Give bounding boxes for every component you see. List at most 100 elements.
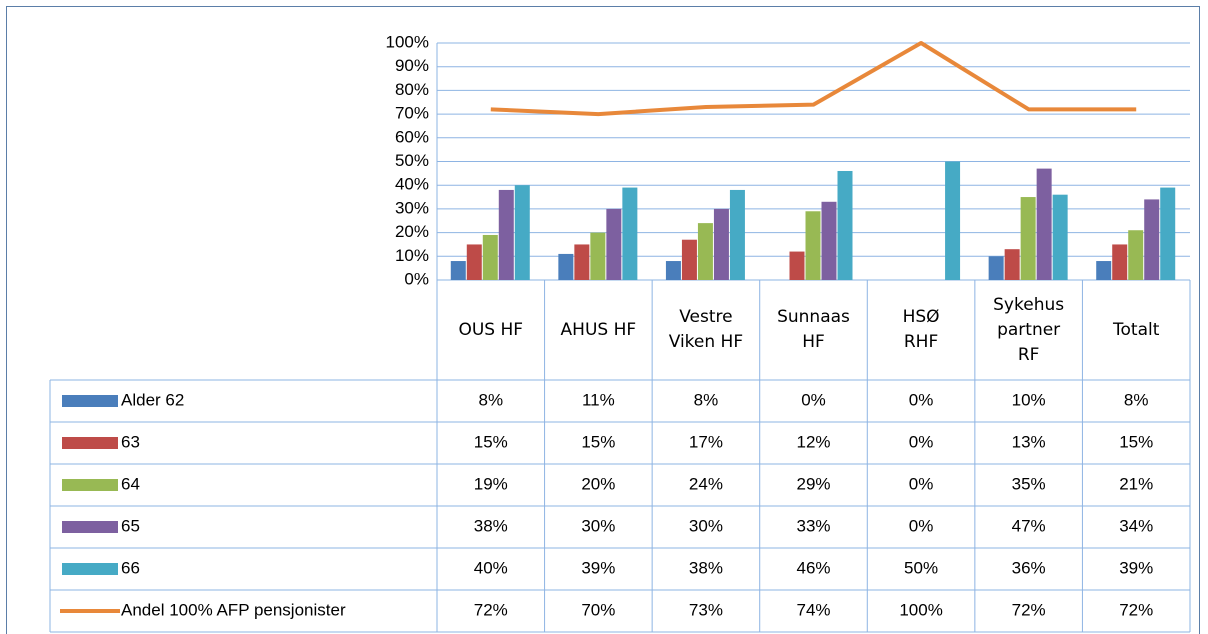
legend-label: 63 bbox=[121, 432, 140, 451]
bar bbox=[1052, 194, 1068, 280]
y-tick-label: 20% bbox=[395, 222, 429, 241]
category-cell: Vestre Viken HF bbox=[652, 280, 760, 380]
category-cell: HSØ RHF bbox=[867, 280, 975, 380]
x-tick-label: Vestre Viken HF bbox=[668, 307, 744, 352]
table-cell: 74% bbox=[796, 600, 830, 619]
bar bbox=[1128, 230, 1144, 280]
y-tick-label: 80% bbox=[395, 80, 429, 99]
bar bbox=[1004, 249, 1020, 280]
x-tick-label: AHUS HF bbox=[560, 319, 637, 340]
table-cell: 38% bbox=[474, 516, 508, 535]
category-header: Sunnaas HF bbox=[760, 280, 868, 380]
y-tick-label: 60% bbox=[395, 127, 429, 146]
category-cell: OUS HF bbox=[437, 280, 545, 380]
table-cell: 72% bbox=[1119, 600, 1153, 619]
table-cell: 24% bbox=[689, 474, 723, 493]
x-tick-label: OUS HF bbox=[458, 319, 524, 340]
legend-label: 66 bbox=[121, 558, 140, 577]
category-cell: Sunnaas HF bbox=[760, 280, 868, 380]
table-cell: 13% bbox=[1012, 432, 1046, 451]
category-header: OUS HF bbox=[437, 280, 545, 380]
table-cell: 10% bbox=[1012, 390, 1046, 409]
table-cell: 36% bbox=[1012, 558, 1046, 577]
table-cell: 30% bbox=[689, 516, 723, 535]
bar bbox=[482, 234, 498, 280]
line-series bbox=[490, 41, 1137, 117]
table-cell: 33% bbox=[796, 516, 830, 535]
table-cell: 0% bbox=[909, 516, 934, 535]
table-cell: 21% bbox=[1119, 474, 1153, 493]
table-cell: 0% bbox=[909, 390, 934, 409]
table-cell: 72% bbox=[474, 600, 508, 619]
legend-label: Alder 62 bbox=[121, 390, 184, 409]
table-cell: 100% bbox=[899, 600, 942, 619]
table-cell: 29% bbox=[796, 474, 830, 493]
y-tick-label: 90% bbox=[395, 56, 429, 75]
bar bbox=[681, 239, 697, 280]
bar bbox=[1160, 187, 1176, 280]
legend-label: Andel 100% AFP pensjonister bbox=[121, 600, 346, 619]
table-cell: 72% bbox=[1012, 600, 1046, 619]
table-cell: 39% bbox=[581, 558, 615, 577]
table-cell: 70% bbox=[581, 600, 615, 619]
legend-key bbox=[62, 521, 118, 533]
bar bbox=[665, 261, 681, 280]
bar bbox=[1112, 244, 1128, 280]
x-tick-label: Totalt bbox=[1113, 319, 1160, 340]
bar bbox=[466, 244, 482, 280]
bar bbox=[1144, 199, 1160, 280]
bar bbox=[1020, 197, 1036, 280]
bar bbox=[945, 161, 961, 280]
bar bbox=[988, 256, 1004, 280]
y-tick-label: 40% bbox=[395, 175, 429, 194]
table-cell: 46% bbox=[796, 558, 830, 577]
table-cell: 15% bbox=[474, 432, 508, 451]
table-cell: 0% bbox=[909, 474, 934, 493]
table-cell: 0% bbox=[909, 432, 934, 451]
category-header: Vestre Viken HF bbox=[652, 280, 760, 380]
table-cell: 40% bbox=[474, 558, 508, 577]
table-cell: 11% bbox=[582, 390, 615, 409]
table-cell: 8% bbox=[1124, 390, 1149, 409]
table-cell: 19% bbox=[474, 474, 508, 493]
bar bbox=[821, 201, 837, 280]
bar bbox=[1096, 261, 1112, 280]
table-cell: 50% bbox=[904, 558, 938, 577]
bar bbox=[837, 170, 853, 280]
y-tick-label: 100% bbox=[386, 32, 429, 51]
y-tick-label: 50% bbox=[395, 151, 429, 170]
legend-label: 64 bbox=[121, 474, 140, 493]
legend-key bbox=[62, 563, 118, 575]
category-cell: Totalt bbox=[1082, 280, 1190, 380]
bar bbox=[1036, 168, 1052, 280]
table-cell: 73% bbox=[689, 600, 723, 619]
legend-key bbox=[62, 395, 118, 407]
bar bbox=[713, 208, 729, 280]
bar bbox=[558, 253, 574, 280]
bar bbox=[450, 261, 466, 280]
table-cell: 12% bbox=[796, 432, 830, 451]
frame bbox=[6, 6, 1200, 634]
table-cell: 39% bbox=[1119, 558, 1153, 577]
bar bbox=[697, 223, 713, 280]
category-header: HSØ RHF bbox=[867, 280, 975, 380]
table-cell: 20% bbox=[581, 474, 615, 493]
y-tick-label: 70% bbox=[395, 104, 429, 123]
bar bbox=[574, 244, 590, 280]
table-cell: 38% bbox=[689, 558, 723, 577]
bar bbox=[622, 187, 638, 280]
bar bbox=[514, 185, 530, 280]
table-cell: 34% bbox=[1119, 516, 1153, 535]
table-cell: 15% bbox=[581, 432, 615, 451]
bar bbox=[498, 189, 514, 280]
category-header: Sykehus partner RF bbox=[975, 280, 1083, 380]
bar bbox=[606, 208, 622, 280]
category-cell: Sykehus partner RF bbox=[975, 280, 1083, 380]
legend-key bbox=[62, 437, 118, 449]
category-header: AHUS HF bbox=[560, 319, 637, 340]
x-tick-label: HSØ RHF bbox=[902, 307, 940, 352]
table-cell: 47% bbox=[1012, 516, 1046, 535]
bar bbox=[729, 189, 745, 280]
table-cell: 30% bbox=[581, 516, 615, 535]
bar bbox=[590, 232, 606, 280]
